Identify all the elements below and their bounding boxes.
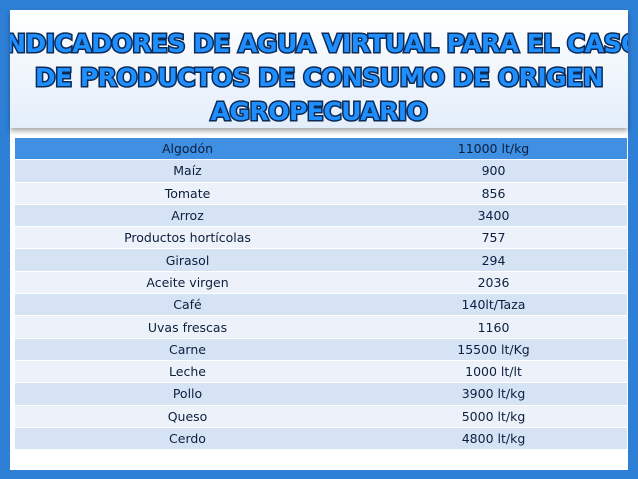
table-row: Carne 15500 lt/Kg [15, 338, 627, 361]
table: Algodón 11000 lt/kg Maíz 900 Tomate 856 Arroz 3… [15, 138, 627, 451]
table-row: Uvas frescas 1160 [15, 315, 627, 339]
value-cell: 15500 lt/Kg [360, 338, 627, 361]
title-box: INDICADORES DE AGUA VIRTUAL PARA EL CASO… [10, 10, 628, 128]
product-cell: Leche [15, 360, 360, 384]
table-row: Productos hortícolas 757 [15, 226, 627, 250]
value-cell: 140lt/Taza [360, 293, 627, 317]
product-cell: Aceite virgen [15, 271, 360, 295]
value-cell: 1000 lt/lt [360, 360, 627, 384]
title-line: INDICADORES DE AGUA VIRTUAL PARA EL CASO [10, 29, 628, 58]
product-cell: Arroz [15, 204, 360, 228]
value-cell: 5000 lt/kg [360, 405, 627, 428]
product-cell: Pollo [15, 382, 360, 406]
value-cell: 757 [360, 226, 627, 250]
table-row: Queso 5000 lt/kg [15, 405, 627, 428]
product-cell: Uvas frescas [15, 315, 360, 339]
title: INDICADORES DE AGUA VIRTUAL PARA EL CASO… [10, 28, 628, 128]
title-line: DE PRODUCTOS DE CONSUMO DE ORIGEN [35, 63, 603, 92]
table-row: Cerdo 4800 lt/kg [15, 427, 627, 451]
product-cell: Girasol [15, 248, 360, 272]
table-row: Pollo 3900 lt/kg [15, 382, 627, 406]
product-cell: Café [15, 293, 360, 317]
value-cell: 3900 lt/kg [360, 382, 627, 406]
title-line: AGROPECUARIO [211, 97, 428, 126]
product-cell: Maíz [15, 159, 360, 183]
value-cell: 3400 [360, 204, 627, 228]
table-body: Algodón 11000 lt/kg Maíz 900 Tomate 856 Arroz 3… [15, 138, 627, 451]
table-row: Café 140lt/Taza [15, 293, 627, 317]
product-cell: Queso [15, 405, 360, 428]
value-cell: 11000 lt/kg [360, 138, 627, 161]
value-cell: 2036 [360, 271, 627, 295]
product-cell: Carne [15, 338, 360, 361]
product-cell: Algodón [15, 138, 360, 161]
table-row: Arroz 3400 [15, 204, 627, 228]
table-row: Aceite virgen 2036 [15, 271, 627, 295]
table-row: Leche 1000 lt/lt [15, 360, 627, 384]
table-row: Girasol 294 [15, 248, 627, 272]
value-cell: 900 [360, 159, 627, 183]
value-cell: 4800 lt/kg [360, 427, 627, 451]
product-cell: Tomate [15, 182, 360, 205]
product-cell: Cerdo [15, 427, 360, 451]
value-cell: 294 [360, 248, 627, 272]
table-row: Algodón 11000 lt/kg [15, 138, 627, 161]
value-cell: 856 [360, 182, 627, 205]
table-row: Maíz 900 [15, 159, 627, 183]
value-cell: 1160 [360, 315, 627, 339]
table-row: Tomate 856 [15, 182, 627, 205]
product-cell: Productos hortícolas [15, 226, 360, 250]
